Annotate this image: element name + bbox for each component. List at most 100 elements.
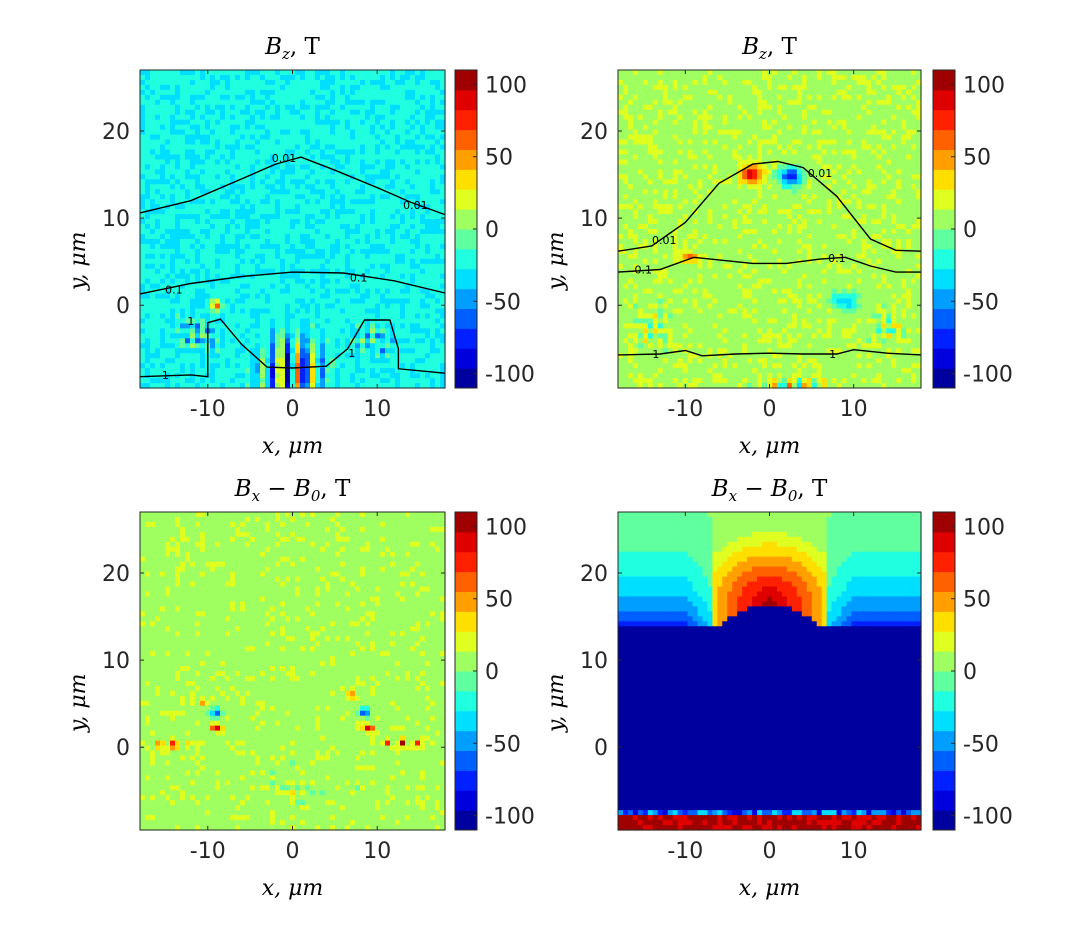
heatmap-cell: [340, 174, 346, 180]
heatmap-cell: [210, 293, 216, 300]
heatmap-cell: [360, 328, 366, 334]
heatmap-cell: [190, 363, 196, 369]
heatmap-cell: [165, 253, 171, 260]
heatmap-cell: [235, 114, 241, 121]
heatmap-cell: [851, 74, 858, 81]
heatmap-cell: [140, 154, 146, 161]
heatmap-cell: [846, 119, 853, 126]
heatmap-cell: [360, 79, 366, 86]
heatmap-cell: [255, 134, 261, 141]
heatmap-cell: [225, 194, 231, 200]
heatmap-cell: [210, 308, 216, 315]
heatmap-cell: [345, 343, 351, 349]
heatmap-cell: [155, 114, 161, 121]
heatmap-cell: [360, 119, 366, 126]
heatmap-cell: [180, 313, 186, 320]
heatmap-cell: [145, 233, 151, 240]
heatmap-cell: [270, 348, 276, 354]
heatmap-cell: [210, 288, 216, 295]
heatmap-cell: [295, 164, 301, 170]
heatmap-cell: [380, 283, 386, 290]
heatmap-cell: [140, 74, 146, 81]
heatmap-cell: [260, 74, 266, 81]
heatmap-cell: [155, 179, 161, 185]
heatmap-cell: [220, 204, 226, 210]
heatmap-cell: [185, 124, 191, 131]
heatmap-cell: [375, 358, 381, 364]
heatmap-cell: [300, 338, 306, 344]
heatmap-cell: [325, 288, 331, 295]
heatmap-cell: [175, 119, 181, 126]
heatmap-cell: [270, 179, 276, 185]
heatmap-cell: [370, 114, 376, 121]
heatmap-cell: [901, 89, 907, 96]
heatmap-cell: [345, 70, 351, 76]
heatmap-cell: [170, 179, 176, 185]
heatmap-cell: [672, 79, 679, 86]
heatmap-cell: [215, 238, 221, 245]
heatmap-cell: [667, 84, 674, 91]
heatmap-cell: [300, 114, 306, 121]
heatmap-cell: [856, 129, 862, 136]
heatmap-cell: [320, 313, 326, 320]
heatmap-cell: [140, 273, 146, 280]
heatmap-cell: [370, 219, 376, 225]
heatmap-cell: [235, 194, 241, 200]
heatmap-cell: [717, 134, 723, 141]
heatmap-cell: [305, 84, 311, 91]
heatmap-cell: [140, 343, 146, 349]
heatmap-cell: [305, 164, 311, 170]
heatmap-cell: [230, 253, 236, 260]
heatmap-cell: [320, 298, 326, 305]
heatmap-cell: [762, 129, 768, 136]
heatmap-cell: [642, 149, 649, 156]
heatmap-cell: [280, 179, 286, 185]
heatmap-cell: [145, 209, 151, 215]
heatmap-cell: [235, 174, 241, 180]
heatmap-cell: [385, 383, 391, 389]
heatmap-cell: [205, 263, 211, 270]
heatmap-cell: [320, 104, 326, 111]
heatmap-cell: [325, 159, 331, 166]
heatmap-cell: [851, 79, 858, 86]
heatmap-cell: [752, 114, 758, 121]
heatmap-cell: [210, 358, 216, 364]
heatmap-cell: [791, 70, 798, 76]
heatmap-cell: [637, 79, 644, 86]
heatmap-cell: [360, 263, 366, 270]
heatmap-cell: [160, 258, 166, 265]
heatmap-cell: [425, 94, 431, 101]
heatmap-cell: [280, 134, 286, 141]
heatmap-cell: [235, 368, 241, 374]
heatmap-cell: [265, 288, 271, 295]
heatmap-cell: [697, 114, 704, 121]
heatmap-cell: [632, 79, 639, 86]
heatmap-cell: [255, 84, 261, 91]
heatmap-cell: [390, 293, 396, 300]
heatmap-cell: [440, 258, 446, 265]
heatmap-cell: [350, 233, 356, 240]
heatmap-cell: [230, 298, 236, 305]
heatmap-cell: [395, 79, 401, 86]
heatmap-cell: [375, 199, 381, 205]
heatmap-cell: [175, 308, 181, 315]
heatmap-cell: [230, 139, 236, 146]
heatmap-cell: [757, 79, 763, 86]
heatmap-cell: [375, 70, 381, 76]
heatmap-cell: [380, 358, 386, 364]
heatmap-cell: [160, 194, 166, 200]
heatmap-cell: [425, 363, 431, 369]
heatmap-cell: [230, 184, 236, 190]
heatmap-cell: [871, 84, 877, 91]
heatmap-cell: [791, 139, 798, 146]
heatmap-cell: [175, 278, 181, 285]
heatmap-cell: [190, 358, 196, 364]
heatmap-cell: [330, 179, 336, 185]
heatmap-cell: [425, 318, 431, 325]
heatmap-cell: [365, 233, 371, 240]
heatmap-cell: [270, 154, 276, 161]
heatmap-cell: [390, 278, 396, 285]
heatmap-cell: [165, 104, 171, 111]
heatmap-cell: [280, 174, 286, 180]
heatmap-cell: [345, 258, 351, 265]
